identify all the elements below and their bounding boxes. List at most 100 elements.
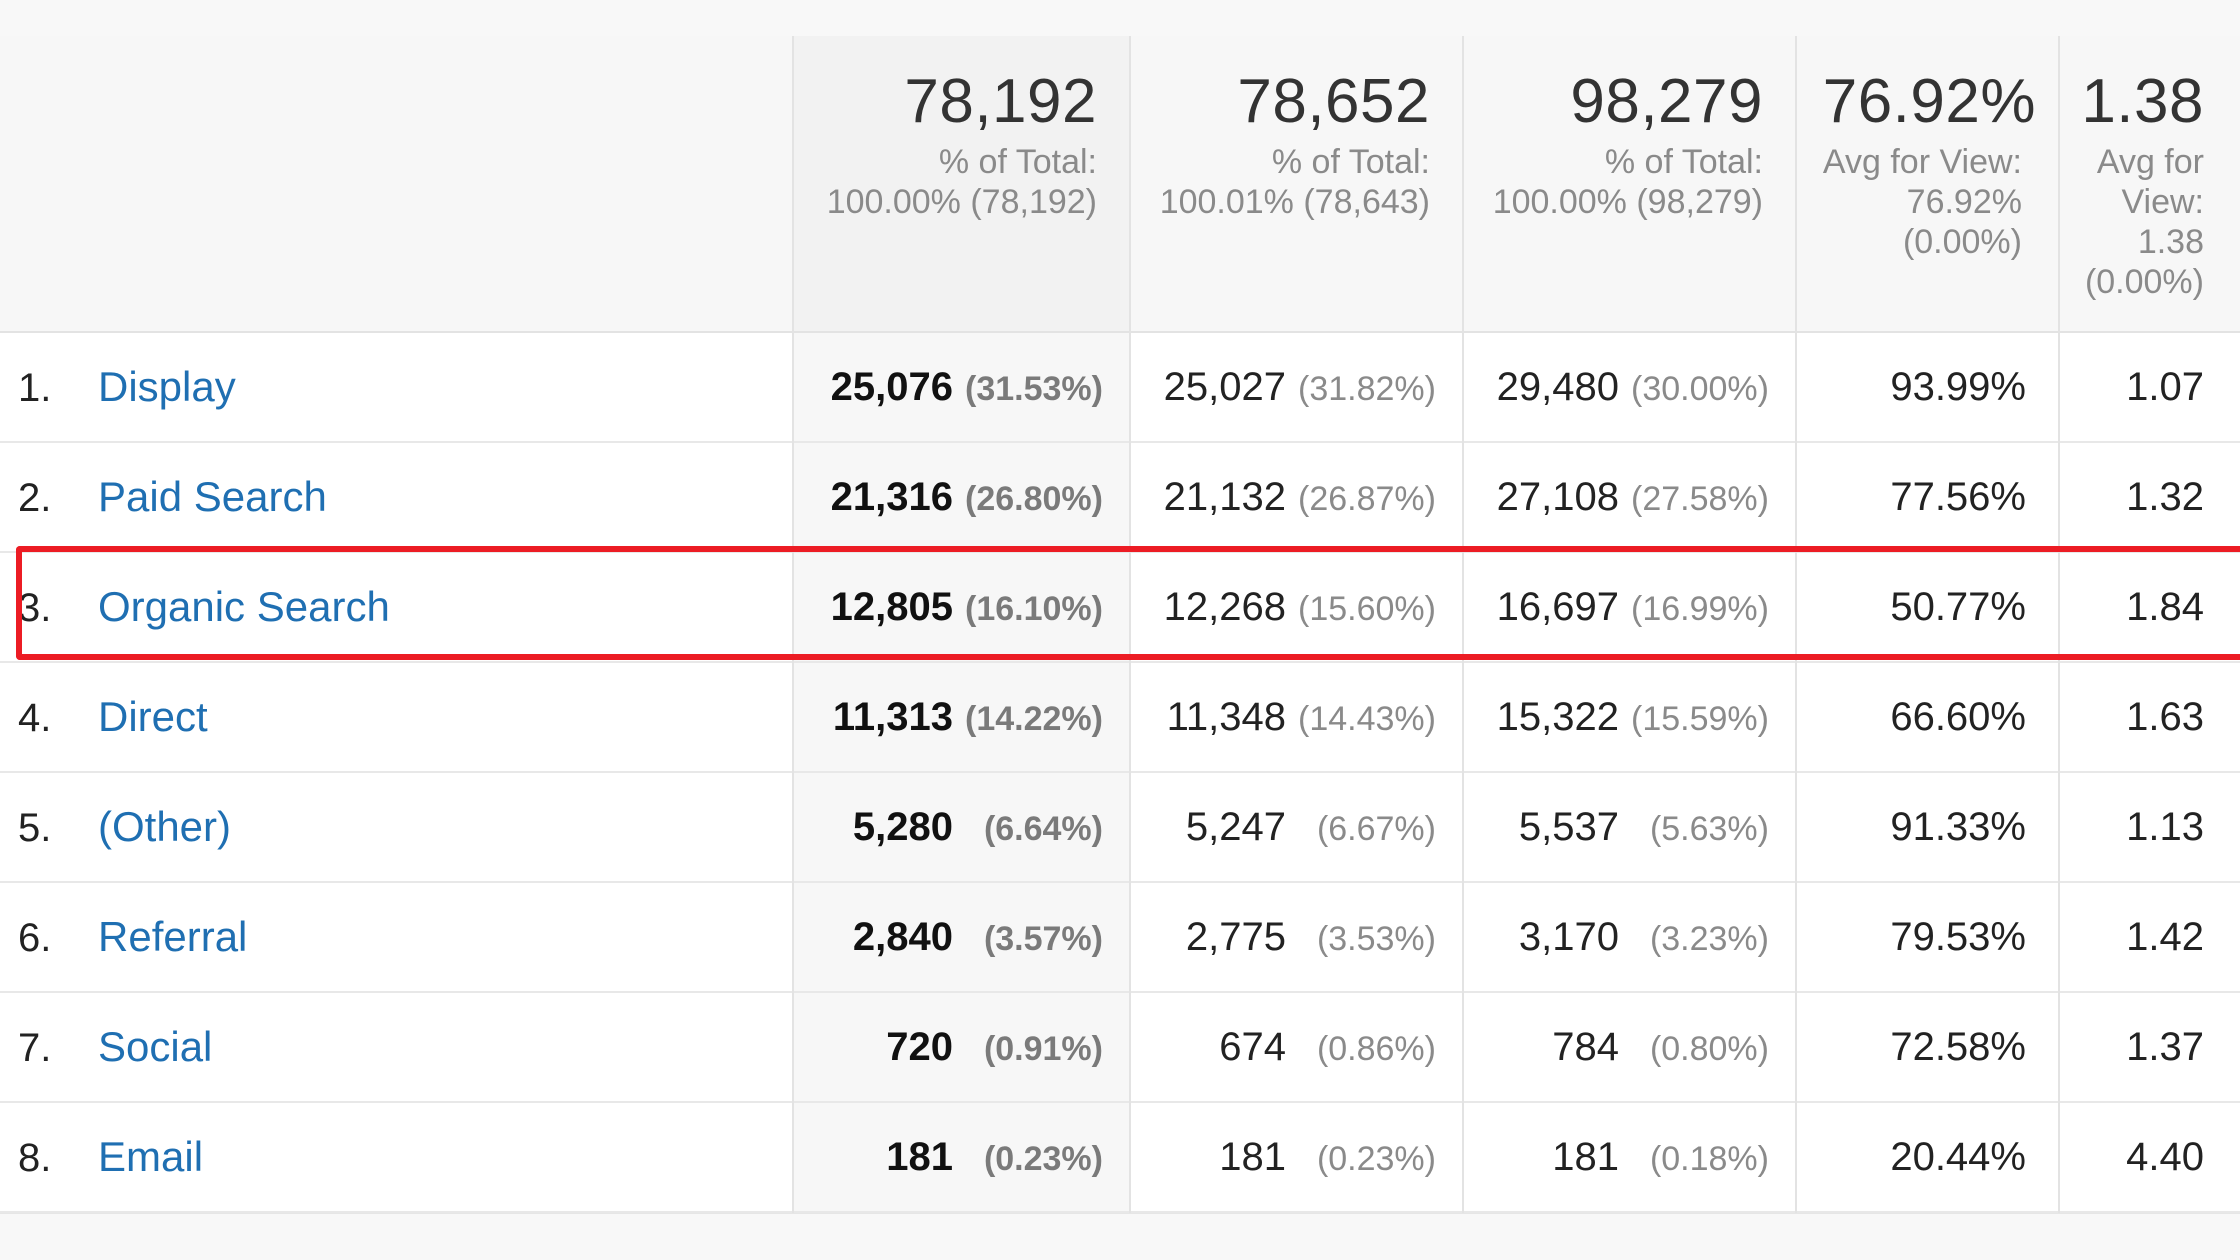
pages-per-session-cell: 1.84 (2126, 584, 2204, 629)
table-row: 6. Referral 2,840 (3.57%) 2,775 (3.53%) 3,1… (0, 882, 2240, 992)
row-index: 2. (18, 476, 52, 520)
channel-cell: 8. Email (0, 1102, 794, 1212)
new-users-value: 674 (1219, 1024, 1286, 1069)
bounce-rate-cell: 50.77% (1796, 552, 2060, 662)
new-users-cell: 11,348 (14.43%) (1130, 662, 1464, 772)
total-cell-users: 78,192 % of Total: 100.00% (78,192) (793, 36, 1131, 333)
new-users-value: 11,348 (1166, 694, 1286, 739)
sessions-cell: 784 (0.80%) (1463, 992, 1797, 1102)
users-percent: (0.91%) (983, 1029, 1103, 1068)
new-users-cell: 181 (0.23%) (1130, 1102, 1464, 1212)
channel-link[interactable]: Organic Search (98, 583, 390, 630)
users-cell: 720 (0.91%) (793, 992, 1131, 1102)
channel-cell: 6. Referral (0, 882, 794, 992)
channel-cell: 5. (Other) (0, 772, 794, 882)
sessions-value: 784 (1552, 1024, 1619, 1069)
sessions-cell: 181 (0.18%) (1463, 1102, 1797, 1212)
sessions-value: 3,170 (1518, 914, 1619, 959)
users-cell: 5,280 (6.64%) (793, 772, 1131, 882)
new-users-percent: (14.43%) (1298, 699, 1436, 738)
bounce-rate-cell: 91.33% (1796, 772, 2060, 882)
new-users-percent: (0.86%) (1316, 1029, 1436, 1068)
pages-per-session-cell: 1.37 (2126, 1024, 2204, 1069)
bounce-rate-cell: 72.58% (1796, 992, 2060, 1102)
table-row: 8. Email 181 (0.23%) 181 (0.23%) 181 (0.18%)… (0, 1102, 2240, 1212)
channel-link[interactable]: Email (98, 1133, 204, 1180)
row-index: 5. (18, 806, 52, 850)
table-row: 4. Direct 11,313 (14.22%) 11,348 (14.43%) 1… (0, 662, 2240, 772)
channel-link[interactable]: Paid Search (98, 473, 327, 520)
bounce-rate-cell: 20.44% (1796, 1102, 2060, 1212)
users-percent: (6.64%) (983, 809, 1103, 848)
top-strip (0, 0, 2240, 36)
new-users-value: 25,027 (1163, 364, 1286, 409)
total-subtext: Avg for View: 76.92% (0.00%) (1822, 143, 2022, 261)
totals-row: 78,192 % of Total: 100.00% (78,192) 78,6… (0, 36, 2240, 333)
sessions-value: 29,480 (1496, 364, 1619, 409)
table-row: 7. Social 720 (0.91%) 674 (0.86%) 784 (0.80%… (0, 992, 2240, 1102)
users-percent: (14.22%) (965, 699, 1103, 738)
sessions-percent: (5.63%) (1649, 809, 1769, 848)
total-cell-new-users: 78,652 % of Total: 100.01% (78,643) (1130, 36, 1464, 333)
sessions-cell: 3,170 (3.23%) (1463, 882, 1797, 992)
total-cell-sessions: 98,279 % of Total: 100.00% (98,279) (1463, 36, 1797, 333)
new-users-value: 21,132 (1163, 474, 1286, 519)
sessions-value: 16,697 (1496, 584, 1619, 629)
row-index: 8. (18, 1136, 52, 1180)
users-value: 2,840 (852, 914, 953, 959)
channel-cell: 4. Direct (0, 662, 794, 772)
users-value: 25,076 (830, 364, 953, 409)
row-index: 3. (18, 586, 52, 630)
new-users-value: 2,775 (1185, 914, 1286, 959)
bounce-rate-cell: 77.56% (1796, 442, 2060, 552)
total-value: 1.38 (2081, 67, 2204, 136)
pages-per-session-cell: 1.13 (2126, 804, 2204, 849)
new-users-percent: (3.53%) (1316, 919, 1436, 958)
users-value: 21,316 (830, 474, 953, 519)
total-subtext: Avg for View: 1.38 (0.00%) (2084, 143, 2204, 301)
sessions-value: 15,322 (1496, 694, 1619, 739)
new-users-cell: 21,132 (26.87%) (1130, 442, 1464, 552)
channel-link[interactable]: (Other) (98, 803, 232, 850)
bounce-rate-cell: 66.60% (1796, 662, 2060, 772)
channel-link[interactable]: Social (98, 1023, 213, 1070)
channel-link[interactable]: Direct (98, 693, 208, 740)
channel-cell: 7. Social (0, 992, 794, 1102)
sessions-cell: 27,108 (27.58%) (1463, 442, 1797, 552)
bottom-strip (0, 1213, 2240, 1260)
total-value: 78,652 (1237, 67, 1430, 136)
row-index: 7. (18, 1026, 52, 1070)
sessions-percent: (27.58%) (1631, 479, 1769, 518)
table-row: 5. (Other) 5,280 (6.64%) 5,247 (6.67%) 5,53… (0, 772, 2240, 882)
users-percent: (31.53%) (965, 369, 1103, 408)
row-index: 4. (18, 696, 52, 740)
new-users-percent: (0.23%) (1316, 1139, 1436, 1178)
channel-cell: 2. Paid Search (0, 442, 794, 552)
channel-link[interactable]: Display (98, 363, 236, 410)
pages-per-session-cell: 1.32 (2126, 474, 2204, 519)
new-users-value: 5,247 (1185, 804, 1286, 849)
sessions-percent: (3.23%) (1649, 919, 1769, 958)
new-users-cell: 12,268 (15.60%) (1130, 552, 1464, 662)
table-row: 1. Display 25,076 (31.53%) 25,027 (31.82%) … (0, 332, 2240, 442)
sessions-value: 27,108 (1496, 474, 1619, 519)
sessions-percent: (15.59%) (1631, 699, 1769, 738)
new-users-percent: (15.60%) (1298, 589, 1436, 628)
sessions-value: 181 (1552, 1134, 1619, 1179)
sessions-percent: (16.99%) (1631, 589, 1769, 628)
total-cell-pages-per-session: 1.38 Avg for View: 1.38 (0.00%) (2059, 36, 2240, 333)
bounce-rate-cell: 79.53% (1796, 882, 2060, 992)
row-index: 1. (18, 366, 52, 410)
sessions-cell: 5,537 (5.63%) (1463, 772, 1797, 882)
users-cell: 21,316 (26.80%) (793, 442, 1131, 552)
channel-link[interactable]: Referral (98, 913, 248, 960)
users-cell: 2,840 (3.57%) (793, 882, 1131, 992)
bounce-rate-cell: 93.99% (1796, 332, 2060, 442)
pages-per-session-cell: 1.42 (2126, 914, 2204, 959)
users-value: 11,313 (832, 694, 953, 739)
new-users-percent: (6.67%) (1316, 809, 1436, 848)
sessions-percent: (30.00%) (1631, 369, 1769, 408)
table-row: 2. Paid Search 21,316 (26.80%) 21,132 (26.8… (0, 442, 2240, 552)
sessions-percent: (0.80%) (1649, 1029, 1769, 1068)
sessions-cell: 15,322 (15.59%) (1463, 662, 1797, 772)
